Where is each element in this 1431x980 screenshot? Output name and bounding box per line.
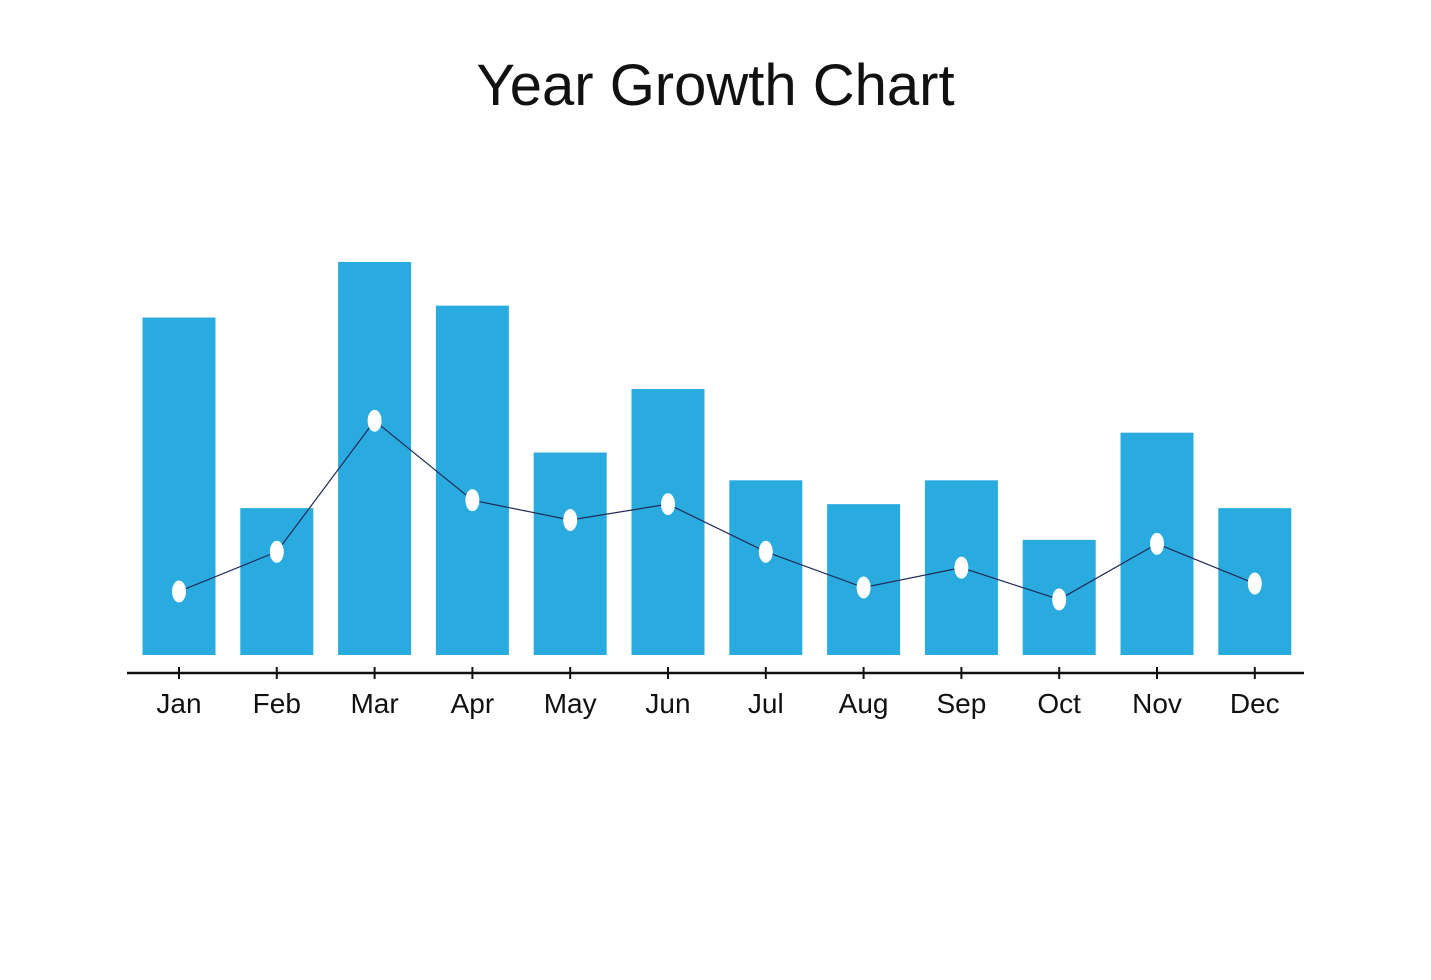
x-tick-label-apr: Apr xyxy=(451,688,495,719)
line-path xyxy=(178,419,1256,601)
chart-title: Year Growth Chart xyxy=(476,53,955,118)
x-tick-label-may: May xyxy=(544,688,597,719)
bar-jul xyxy=(729,480,803,655)
x-axis xyxy=(127,667,1304,679)
bar-may xyxy=(533,452,607,655)
x-tick-label-jul: Jul xyxy=(748,688,784,719)
bar-jun xyxy=(631,389,705,655)
line-point-oct xyxy=(1052,588,1067,611)
x-tick-label-feb: Feb xyxy=(253,688,301,719)
x-tick-label-dec: Dec xyxy=(1230,688,1280,719)
bar-series xyxy=(142,261,1292,655)
x-tick-label-aug: Aug xyxy=(839,688,889,719)
line-point-feb xyxy=(269,540,284,563)
bar-apr xyxy=(435,305,509,655)
line-point-may xyxy=(563,509,578,532)
bar-mar xyxy=(338,261,412,655)
line-point-dec xyxy=(1247,572,1262,595)
line-point-jul xyxy=(758,540,773,563)
x-tick-labels: Jan Feb Mar Apr May Jun Jul Aug Sep Oct Nov Dec xyxy=(156,688,1279,719)
line-point-aug xyxy=(856,576,871,599)
line-point-mar xyxy=(367,409,382,432)
x-tick-label-oct: Oct xyxy=(1037,688,1081,719)
line-point-nov xyxy=(1150,532,1164,555)
line-point-jun xyxy=(661,493,675,516)
line-series xyxy=(172,409,1262,611)
line-point-sep xyxy=(954,556,969,579)
x-tick-label-mar: Mar xyxy=(350,688,398,719)
bar-jan xyxy=(142,317,216,655)
line-point-jan xyxy=(172,580,186,603)
bar-feb xyxy=(240,508,314,655)
x-tick-label-nov: Nov xyxy=(1132,688,1182,719)
x-tick-label-sep: Sep xyxy=(936,688,986,719)
x-tick-label-jan: Jan xyxy=(156,688,201,719)
line-point-apr xyxy=(465,489,480,512)
x-tick-label-jun: Jun xyxy=(645,688,690,719)
